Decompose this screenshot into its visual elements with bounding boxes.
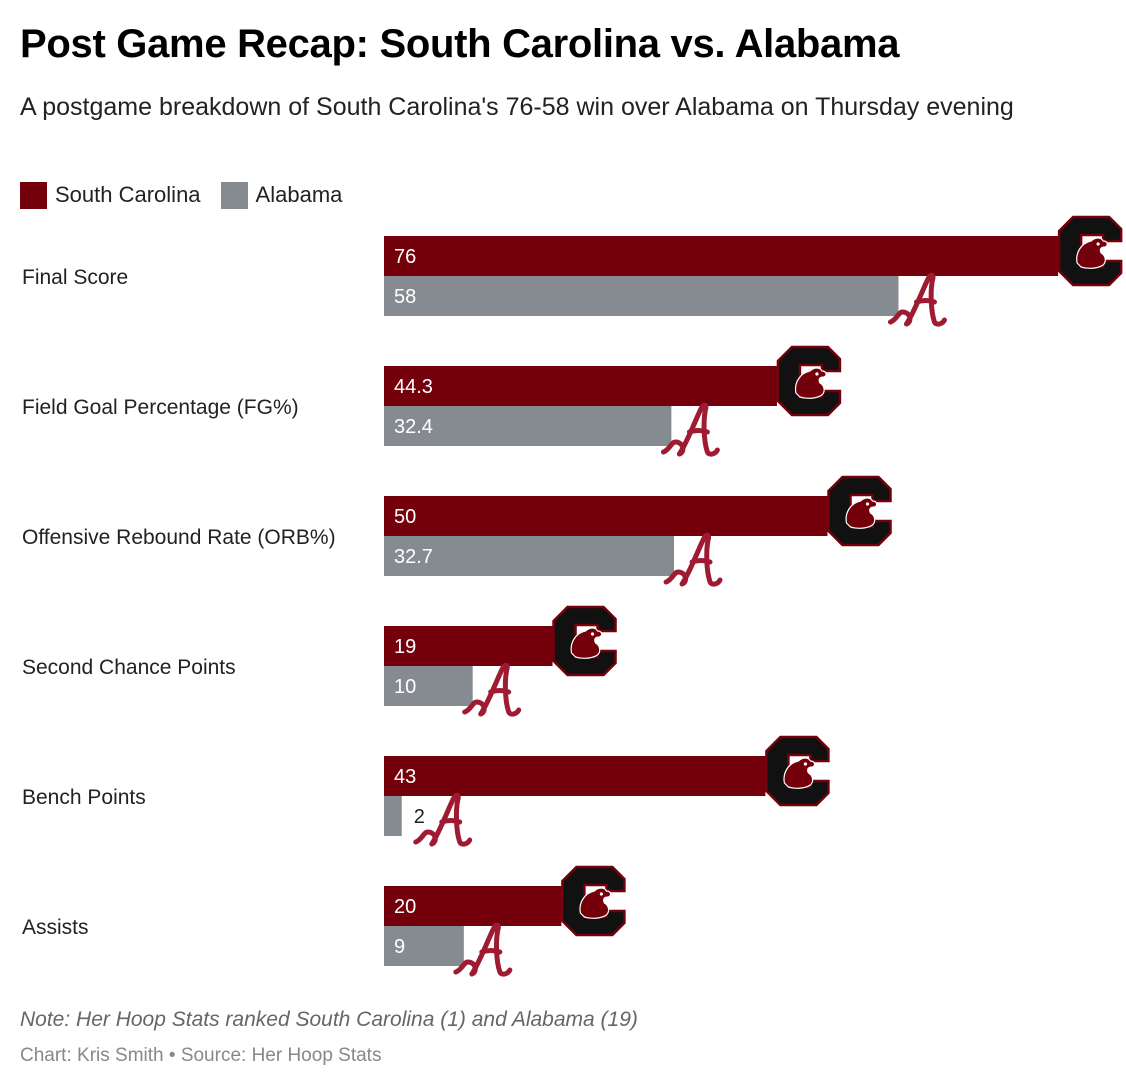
category-label: Assists <box>22 916 89 939</box>
script-a-logo-icon <box>887 272 947 327</box>
category-label: Final Score <box>22 266 128 289</box>
script-a-logo-icon <box>663 532 723 587</box>
credit-author: Chart: Kris Smith <box>20 1045 164 1066</box>
gamecock-logo-icon <box>827 475 892 547</box>
bar <box>384 666 473 706</box>
legend-label-alabama: Alabama <box>255 182 343 207</box>
legend-label-south-carolina: South Carolina <box>55 182 201 207</box>
bar <box>384 496 828 536</box>
category-label: Second Chance Points <box>22 656 236 679</box>
chart-credit: Chart: Kris Smith • Source: Her Hoop Sta… <box>20 1045 381 1067</box>
gamecock-logo-icon <box>765 735 830 807</box>
script-a-logo-icon <box>453 922 513 977</box>
data-label: 32.7 <box>394 546 433 568</box>
credit-separator: • <box>168 1045 176 1066</box>
data-label: 2 <box>414 806 425 828</box>
data-label: 20 <box>394 896 416 918</box>
data-label: 32.4 <box>394 416 433 438</box>
data-label: 58 <box>394 286 416 308</box>
chart-subtitle: A postgame breakdown of South Carolina's… <box>20 93 1014 121</box>
legend-swatch-alabama <box>220 181 248 209</box>
bar <box>384 886 562 926</box>
legend-swatch-south-carolina <box>20 181 47 209</box>
category-label: Field Goal Percentage (FG%) <box>22 396 299 419</box>
bar <box>384 626 553 666</box>
category-label: Offensive Rebound Rate (ORB%) <box>22 526 336 549</box>
bar <box>384 236 1059 276</box>
legend-item-alabama: Alabama <box>220 181 343 209</box>
data-label: 50 <box>394 506 416 528</box>
bar <box>384 796 402 836</box>
credit-source: Source: Her Hoop Stats <box>180 1045 382 1066</box>
bar <box>384 926 464 966</box>
bar-chart: Final Score 76 58 Field Goal Percentage (FG… <box>22 215 1123 977</box>
gamecock-logo-icon <box>561 865 626 937</box>
bar <box>384 756 766 796</box>
bar <box>384 366 777 406</box>
legend: South Carolina Alabama <box>20 180 362 210</box>
bar <box>384 536 675 576</box>
chart-title: Post Game Recap: South Carolina vs. Alab… <box>20 22 900 66</box>
bar <box>384 276 899 316</box>
data-label: 76 <box>394 246 416 268</box>
data-label: 19 <box>394 636 416 658</box>
script-a-logo-icon <box>660 402 720 457</box>
gamecock-logo-icon <box>776 345 842 417</box>
data-label: 9 <box>394 936 405 958</box>
script-a-logo-icon <box>413 792 473 847</box>
category-label: Bench Points <box>22 786 146 809</box>
gamecock-logo-icon <box>1057 215 1123 287</box>
gamecock-logo-icon <box>552 605 617 677</box>
script-a-logo-icon <box>462 662 522 717</box>
data-label: 10 <box>394 676 416 698</box>
data-label: 43 <box>394 766 416 788</box>
data-label: 44.3 <box>394 376 433 398</box>
bar <box>384 406 672 446</box>
chart-note: Note: Her Hoop Stats ranked South Caroli… <box>20 1008 638 1031</box>
legend-item-south-carolina: South Carolina <box>20 181 201 209</box>
